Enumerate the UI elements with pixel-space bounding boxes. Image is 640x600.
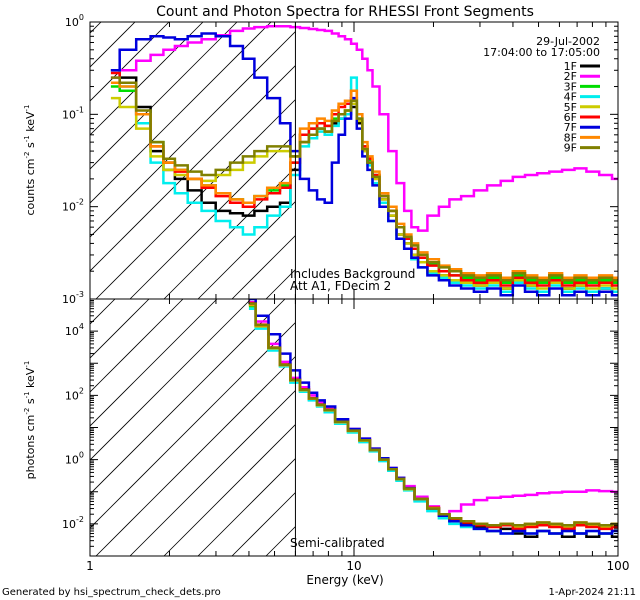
count-y-ticks: 10-3 10-2 10-1 100 bbox=[62, 13, 618, 306]
hatch-line bbox=[90, 22, 238, 170]
x-tick-label: 10 bbox=[346, 559, 361, 573]
footer-generated: Generated by hsi_spectrum_check_dets.pro bbox=[2, 587, 221, 598]
photon-series-9F bbox=[248, 302, 618, 527]
hatched-region bbox=[90, 22, 618, 299]
y-tick-label: 10-2 bbox=[62, 515, 84, 531]
y-tick-label: 10-2 bbox=[62, 198, 84, 214]
footer-date: 1-Apr-2024 21:11 bbox=[549, 587, 636, 598]
hatch-line bbox=[90, 22, 272, 204]
photon-y-ticks: 10-2 100 102 104 bbox=[62, 298, 618, 557]
legend-label-7F: 7F bbox=[564, 121, 577, 134]
count-series-9F bbox=[110, 76, 618, 282]
hatch-line bbox=[90, 299, 286, 495]
hatch-line bbox=[90, 299, 184, 393]
hatch-line bbox=[90, 22, 204, 136]
y-tick-label: 104 bbox=[65, 322, 84, 338]
legend-label-1F: 1F bbox=[564, 60, 577, 73]
hatch-line bbox=[90, 22, 306, 238]
hatch-mask bbox=[295, 22, 618, 299]
legend-label-3F: 3F bbox=[564, 80, 577, 93]
y-tick-label: 100 bbox=[65, 451, 84, 467]
count-series-group bbox=[110, 24, 618, 297]
time-range-label: 17:04:00 to 17:05:00 bbox=[483, 46, 600, 59]
y-tick-label: 10-1 bbox=[62, 105, 84, 121]
hatch-line bbox=[90, 299, 320, 529]
hatch-line bbox=[90, 22, 170, 102]
legend-label-2F: 2F bbox=[564, 70, 577, 83]
x-tick-label: 100 bbox=[607, 559, 630, 573]
photon-y-label: photons cm-2 s-1 keV-1 bbox=[23, 361, 37, 480]
count-panel: 10-3 10-2 10-1 100 29-Jul-2002 17:04:00 to … bbox=[23, 13, 619, 306]
hatch-line bbox=[90, 299, 150, 359]
legend-label-5F: 5F bbox=[564, 101, 577, 114]
hatch-line bbox=[90, 22, 340, 272]
date-label: 29-Jul-2002 bbox=[536, 35, 600, 48]
hatch-line bbox=[90, 22, 136, 68]
count-series-7F bbox=[110, 32, 618, 297]
y-tick-label: 102 bbox=[65, 386, 84, 402]
annotation-attenuator: Att A1, FDecim 2 bbox=[290, 279, 391, 293]
count-x-ticks bbox=[89, 22, 619, 299]
photon-panel: 10-2 100 102 104 1 10 100 Semi-calibrated pho… bbox=[23, 298, 629, 573]
x-tick-label: 1 bbox=[86, 559, 94, 573]
legend-label-8F: 8F bbox=[564, 131, 577, 144]
photon-series-group bbox=[248, 299, 618, 538]
legend-label-4F: 4F bbox=[564, 91, 577, 104]
legend-label-9F: 9F bbox=[564, 142, 577, 155]
y-tick-label: 10-3 bbox=[62, 290, 84, 306]
count-series-8F bbox=[110, 81, 618, 279]
hatch-line bbox=[90, 299, 252, 461]
count-series-6F bbox=[110, 71, 618, 287]
y-tick-label: 100 bbox=[65, 13, 84, 29]
x-axis-label: Energy (keV) bbox=[306, 573, 383, 587]
annotation-semicalibrated: Semi-calibrated bbox=[290, 536, 385, 550]
count-y-label: counts cm-2 s-1 keV-1 bbox=[23, 105, 37, 216]
hatch-line bbox=[90, 299, 218, 427]
hatch-line bbox=[90, 22, 102, 34]
photon-x-ticks: 1 10 100 bbox=[86, 299, 629, 573]
chart-title: Count and Photon Spectra for RHESSI Fron… bbox=[156, 4, 534, 20]
legend-label-6F: 6F bbox=[564, 111, 577, 124]
annotation-background: Includes Background bbox=[290, 267, 415, 281]
